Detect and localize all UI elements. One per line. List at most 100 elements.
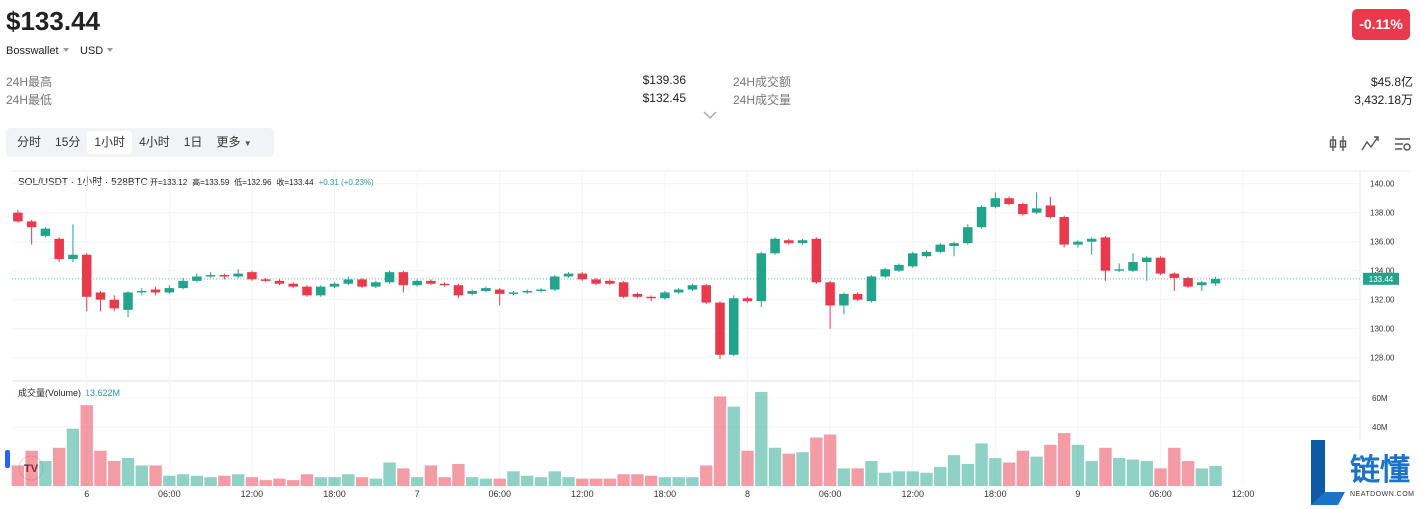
volume-bar — [176, 474, 190, 486]
volume-bar — [273, 478, 286, 486]
candle-body — [1169, 273, 1180, 278]
interval-tab[interactable]: 1小时 — [87, 131, 133, 154]
volume-bar — [218, 475, 231, 486]
candle-body — [797, 240, 808, 244]
candle-body — [536, 289, 546, 291]
candle-body — [137, 291, 147, 293]
volume-bar — [934, 466, 947, 486]
volume-bar — [163, 475, 176, 486]
candle-body — [1031, 208, 1042, 213]
candle-body — [921, 251, 932, 257]
interval-tab[interactable]: 1日 — [183, 135, 203, 149]
x-tick-label: 7 — [415, 489, 420, 499]
candle-body — [563, 273, 574, 277]
candle-body — [95, 292, 106, 300]
volume-bar — [1209, 465, 1222, 486]
last-price-label: 133.44 — [1369, 275, 1394, 284]
volume-bar — [1113, 458, 1126, 486]
volume-bar — [700, 465, 713, 486]
volume-bar — [507, 471, 520, 486]
candle-body — [990, 198, 1001, 207]
candle-body — [247, 272, 257, 280]
candle-body — [123, 292, 133, 310]
wallet-select[interactable]: Bosswallet — [6, 45, 69, 57]
candle-body — [13, 212, 23, 222]
candle-body — [316, 286, 326, 296]
volume-bar — [108, 461, 121, 486]
x-tick-label: 18:00 — [654, 489, 677, 499]
volume-bar — [355, 477, 369, 486]
volume-bar — [66, 428, 80, 486]
currency-select[interactable]: USD — [80, 45, 113, 57]
stat-label: 24H成交额 — [733, 75, 792, 89]
y-tick-label: 132.00 — [1370, 296, 1395, 305]
volume-legend: 13.622M — [85, 388, 120, 398]
candle-body — [646, 296, 656, 299]
volume-bar — [603, 478, 617, 486]
candle-body — [178, 280, 188, 289]
candle-body — [673, 289, 684, 293]
candle-body — [329, 283, 340, 287]
y-tick-label: 134.00 — [1370, 267, 1395, 276]
volume-bar — [713, 396, 727, 486]
stat-label: 24H成交量 — [733, 93, 792, 107]
ohlc-legend: 高=133.59 — [192, 177, 230, 187]
volume-bar — [245, 477, 259, 486]
interval-tab[interactable]: 分时 — [17, 135, 42, 149]
interval-tab[interactable]: 4小时 — [139, 135, 170, 149]
candle-body — [976, 206, 987, 228]
volume-bar — [1168, 447, 1181, 486]
volume-bar — [1195, 468, 1209, 486]
toolbar-icons[interactable] — [1329, 136, 1411, 151]
volume-bar — [479, 478, 493, 486]
candle-body — [907, 253, 918, 267]
candle-body — [68, 254, 78, 260]
volume-bar — [1140, 461, 1153, 486]
stat-value: $45.8亿 — [1370, 75, 1413, 89]
stat-label: 24H最低 — [6, 93, 53, 107]
expand-chevron[interactable] — [703, 111, 717, 120]
volume-bar — [796, 452, 809, 486]
candle-body — [26, 221, 37, 228]
y-tick-label: 130.00 — [1370, 325, 1395, 334]
x-tick-label: 9 — [1075, 489, 1080, 499]
interval-tab[interactable]: 15分 — [55, 135, 81, 149]
candle-body — [1183, 277, 1193, 287]
y-tick-label: 60M — [1372, 394, 1388, 403]
volume-bar — [548, 471, 561, 486]
candle-body — [412, 280, 422, 286]
candle-body — [302, 286, 312, 296]
candle-body — [811, 238, 822, 283]
volume-bar — [287, 480, 300, 486]
volume-bar — [1016, 450, 1030, 486]
candle-body — [274, 280, 285, 284]
volume-bar — [11, 465, 25, 486]
volume-bar — [782, 453, 796, 486]
candle-body — [1004, 198, 1014, 204]
candle-body — [949, 243, 959, 247]
volume-bar — [837, 468, 851, 486]
candle-body — [852, 293, 863, 300]
candle-body — [605, 280, 615, 284]
candle-body — [784, 240, 794, 244]
y-tick-label: 128.00 — [1370, 354, 1395, 363]
candle-body — [233, 273, 243, 277]
volume-bar — [534, 477, 548, 486]
candle-body — [150, 289, 161, 293]
volume-bar — [397, 468, 410, 486]
candle-body — [880, 269, 890, 277]
volume-bar — [121, 458, 135, 486]
x-tick-label: 06:00 — [158, 489, 181, 499]
candle-body — [508, 292, 519, 294]
candle-body — [481, 288, 491, 291]
side-tab[interactable] — [5, 450, 10, 468]
interval-tab[interactable]: 更多 ▼ — [216, 135, 252, 149]
volume-bar — [741, 450, 754, 486]
candle-body — [1018, 204, 1028, 215]
volume-bar — [149, 465, 162, 486]
ohlc-legend: 收=133.44 — [276, 177, 314, 187]
candle-body — [1073, 241, 1083, 245]
interval-tabs: 分时 15分 1小时 4小时 1日 更多 ▼ — [6, 128, 274, 157]
volume-bar — [727, 406, 740, 486]
